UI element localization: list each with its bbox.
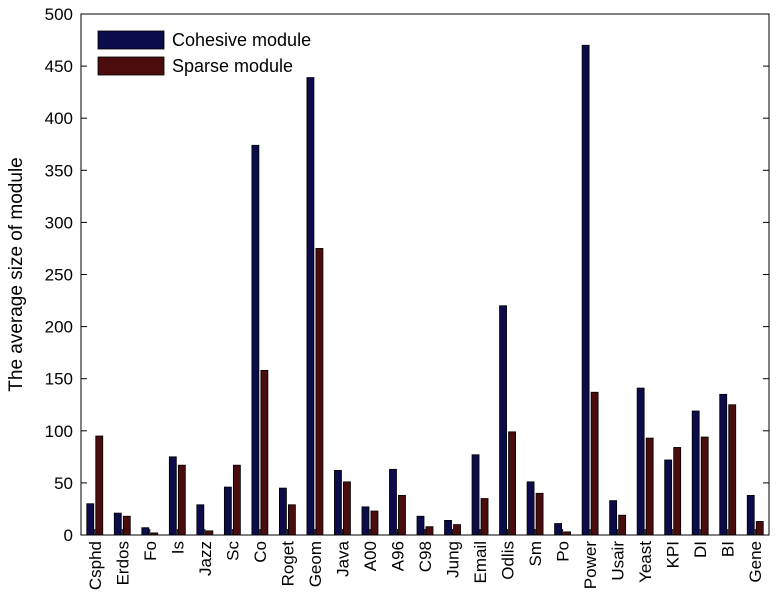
y-tick-label: 0 xyxy=(64,526,73,545)
bar-sparse xyxy=(370,510,379,536)
x-category-label: Po xyxy=(554,541,573,562)
legend-label: Cohesive module xyxy=(172,30,311,50)
bar-cohesive xyxy=(306,77,315,536)
x-category-label: Yeast xyxy=(636,541,655,583)
x-category-label: Is xyxy=(168,541,187,554)
bar-sparse xyxy=(177,464,186,536)
x-category-label: Jung xyxy=(444,541,463,578)
bar-sparse xyxy=(535,492,544,536)
bar-sparse xyxy=(260,369,269,536)
bar-sparse xyxy=(232,464,241,536)
x-category-label: Fo xyxy=(141,541,160,561)
bar-cohesive xyxy=(664,459,673,536)
bar-sparse xyxy=(425,526,434,536)
bar-sparse xyxy=(728,404,737,536)
y-tick-label: 350 xyxy=(45,161,73,180)
y-tick-label: 450 xyxy=(45,57,73,76)
bar-sparse xyxy=(343,481,351,536)
y-tick-label: 100 xyxy=(45,422,73,441)
x-category-label: Jazz xyxy=(196,541,215,576)
x-category-label: Java xyxy=(333,540,352,576)
x-category-label: Usair xyxy=(609,541,628,581)
bar-sparse xyxy=(95,435,104,536)
bar-cohesive xyxy=(196,504,205,536)
x-category-label: Gene xyxy=(746,541,765,583)
bar-sparse xyxy=(618,514,627,536)
bar-cohesive xyxy=(389,468,397,536)
y-tick-label: 50 xyxy=(54,474,73,493)
bar-sparse xyxy=(508,431,516,536)
bar-cohesive xyxy=(471,454,480,536)
bar-sparse xyxy=(645,437,654,536)
bar-cohesive xyxy=(444,520,452,536)
bar-sparse xyxy=(398,495,406,536)
bar-cohesive xyxy=(416,515,425,536)
bar-cohesive xyxy=(278,487,287,536)
x-category-label: Power xyxy=(581,541,600,590)
y-tick-label: 150 xyxy=(45,370,73,389)
axes-box xyxy=(80,13,770,536)
y-tick-label: 400 xyxy=(45,109,73,128)
bar-cohesive xyxy=(526,481,535,536)
legend-swatch xyxy=(97,30,165,50)
x-category-label: A00 xyxy=(361,541,380,571)
x-category-label: DI xyxy=(691,541,710,558)
bar-cohesive xyxy=(636,387,645,536)
bar-cohesive xyxy=(113,512,122,536)
x-category-label: Roget xyxy=(278,541,297,587)
bar-cohesive xyxy=(554,523,562,536)
bar-cohesive xyxy=(499,305,507,536)
bar-sparse xyxy=(755,521,764,536)
legend-swatch xyxy=(97,56,165,76)
bar-cohesive xyxy=(251,144,260,536)
x-category-label: BI xyxy=(719,541,738,557)
bar-cohesive xyxy=(223,486,232,536)
x-category-label: Sm xyxy=(526,541,545,567)
bar-cohesive xyxy=(334,469,342,536)
y-tick-label: 500 xyxy=(45,5,73,24)
bar-cohesive xyxy=(361,506,370,536)
bar-cohesive xyxy=(691,410,700,536)
x-category-label: Erdos xyxy=(113,541,132,585)
x-axis: Csphd Erdos Fo Is Jazz Sc Co Roget Geom Java A00 A9… xyxy=(86,529,765,590)
y-tick-label: 200 xyxy=(45,318,73,337)
x-category-label: Email xyxy=(471,541,490,584)
legend: Cohesive module Sparse module xyxy=(97,30,311,76)
bar-sparse xyxy=(673,447,682,536)
bar-sparse xyxy=(480,498,489,536)
bar-sparse xyxy=(205,530,214,536)
bar-cohesive xyxy=(746,495,755,536)
bar-cohesive xyxy=(86,503,95,536)
bars-group xyxy=(86,44,764,536)
bar-cohesive xyxy=(141,527,150,536)
bar-sparse xyxy=(700,436,709,536)
bar-sparse xyxy=(453,524,461,536)
bar-cohesive xyxy=(609,500,618,536)
x-category-label: Csphd xyxy=(86,541,105,590)
x-category-label: C98 xyxy=(416,541,435,572)
y-tick-label: 300 xyxy=(45,213,73,232)
y-tick-label: 250 xyxy=(45,266,73,285)
bar-cohesive xyxy=(581,44,590,536)
x-category-label: A96 xyxy=(388,541,407,571)
x-category-label: Co xyxy=(251,541,270,563)
y-axis: 0 50 100 150 200 250 300 350 400 450 500 xyxy=(45,5,769,545)
x-category-label: KPI xyxy=(664,541,683,568)
x-category-label: Odlis xyxy=(499,541,518,580)
x-category-label: Sc xyxy=(223,541,242,561)
bar-cohesive xyxy=(168,456,177,536)
bar-sparse xyxy=(315,248,324,536)
bar-cohesive xyxy=(719,393,728,536)
x-category-label: Geom xyxy=(306,541,325,587)
bar-sparse xyxy=(287,504,296,536)
bar-sparse xyxy=(122,515,131,536)
bar-sparse xyxy=(590,391,599,536)
y-axis-label: The average size of module xyxy=(6,157,27,391)
legend-label: Sparse module xyxy=(172,56,293,76)
